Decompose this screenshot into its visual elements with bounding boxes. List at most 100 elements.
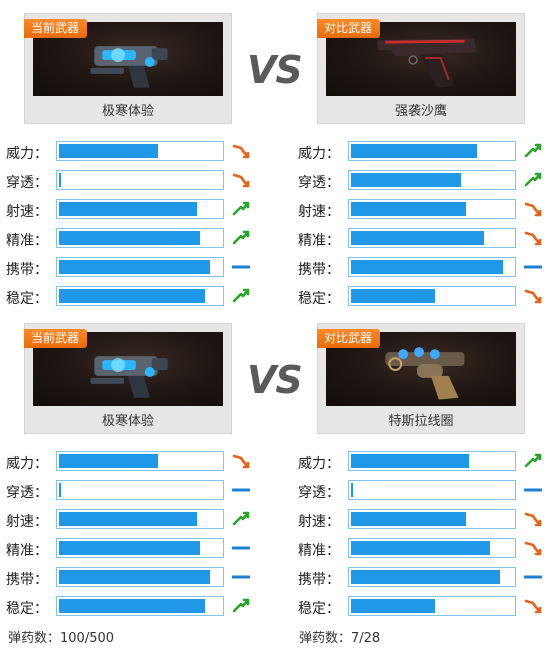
stat-bar-fill <box>351 231 484 245</box>
stat-row: 威力： <box>6 141 256 163</box>
stat-label: 威力： <box>298 456 340 472</box>
compare-weapon-badge: 对比武器 <box>317 19 381 38</box>
stat-bar-fill <box>351 202 466 216</box>
stat-bar-track <box>56 596 224 616</box>
compare-weapon-name: 特斯拉线圈 <box>388 414 454 429</box>
stat-label: 携带： <box>298 262 340 278</box>
stat-label: 携带： <box>6 572 48 588</box>
stat-bar-fill <box>59 289 205 303</box>
trend-up-icon <box>232 230 250 245</box>
trend-down-icon <box>524 599 542 614</box>
stat-row: 携带： <box>6 257 256 279</box>
current-weapon-ammo: 弹药数：100/500 <box>8 631 115 646</box>
stat-row: 射速： <box>298 199 548 221</box>
trend-down-icon <box>524 202 542 217</box>
vs-label: VS <box>247 48 303 92</box>
stat-bar-fill <box>59 202 197 216</box>
stat-bar-fill <box>59 260 210 274</box>
compare-weapon-card-2[interactable]: 对比武器 特斯拉线圈 <box>317 323 525 434</box>
tesla-coil-revolver-icon <box>385 347 465 400</box>
compare-weapon-badge: 对比武器 <box>317 329 381 348</box>
stat-bar-fill <box>59 599 205 613</box>
trend-equal-icon <box>232 265 250 269</box>
stat-row: 稳定： <box>6 596 256 618</box>
stat-row: 射速： <box>6 199 256 221</box>
stat-label: 穿透： <box>6 175 48 191</box>
trend-up-icon <box>232 598 250 613</box>
stat-label: 稳定： <box>6 291 48 307</box>
stat-bar-fill <box>59 512 197 526</box>
stat-row: 精准： <box>6 538 256 560</box>
trend-down-icon <box>232 454 250 469</box>
stat-bar-fill <box>351 289 435 303</box>
stat-bar-fill <box>351 144 477 158</box>
stat-bar-track <box>56 170 224 190</box>
trend-equal-icon <box>524 488 542 492</box>
stat-bar-track <box>348 170 516 190</box>
stat-row: 穿透： <box>6 170 256 192</box>
stat-row: 射速： <box>6 509 256 531</box>
stat-bar-fill <box>59 173 61 187</box>
current-weapon-badge: 当前武器 <box>24 19 88 38</box>
stat-label: 携带： <box>6 262 48 278</box>
trend-down-icon <box>524 541 542 556</box>
stat-bar-track <box>56 228 224 248</box>
stat-bar-track <box>348 257 516 277</box>
stat-bar-track <box>56 567 224 587</box>
stat-label: 威力： <box>6 456 48 472</box>
compare-weapon-card-1[interactable]: 对比武器 强袭沙鹰 <box>317 13 525 124</box>
trend-down-icon <box>524 512 542 527</box>
stat-bar-fill <box>351 173 461 187</box>
stat-row: 威力： <box>298 451 548 473</box>
stat-label: 精准： <box>6 233 48 249</box>
stat-bar-track <box>348 451 516 471</box>
trend-up-icon <box>232 288 250 303</box>
stat-bar-fill <box>351 570 500 584</box>
stat-bar-track <box>348 286 516 306</box>
trend-equal-icon <box>524 265 542 269</box>
trend-up-icon <box>232 511 250 526</box>
stat-bar-fill <box>59 144 158 158</box>
current-weapon-card-1[interactable]: 当前武器 极寒体验 <box>24 13 232 124</box>
stat-bar-track <box>348 538 516 558</box>
stat-label: 稳定： <box>298 601 340 617</box>
stat-row: 精准： <box>6 228 256 250</box>
stat-bar-track <box>348 509 516 529</box>
stat-bar-track <box>348 141 516 161</box>
stat-bar-fill <box>351 541 490 555</box>
stat-row: 携带： <box>6 567 256 589</box>
stat-bar-fill <box>59 231 200 245</box>
stat-label: 射速： <box>6 204 48 220</box>
stat-bar-track <box>348 480 516 500</box>
stat-bar-track <box>348 567 516 587</box>
stat-bar-track <box>56 480 224 500</box>
freeze-pistol-icon <box>90 46 168 88</box>
stat-row: 精准： <box>298 538 548 560</box>
trend-up-icon <box>524 453 542 468</box>
stat-label: 穿透： <box>298 175 340 191</box>
stat-bar-track <box>56 199 224 219</box>
stat-label: 威力： <box>6 146 48 162</box>
stat-row: 携带： <box>298 567 548 589</box>
trend-down-icon <box>524 289 542 304</box>
stat-label: 携带： <box>298 572 340 588</box>
stat-label: 射速： <box>6 514 48 530</box>
weapon-art <box>326 332 516 406</box>
current-weapon-card-2[interactable]: 当前武器 极寒体验 <box>24 323 232 434</box>
stat-label: 射速： <box>298 514 340 530</box>
trend-equal-icon <box>232 488 250 492</box>
current-weapon-name: 极寒体验 <box>101 414 154 429</box>
stat-bar-track <box>56 141 224 161</box>
stat-row: 精准： <box>298 228 548 250</box>
compare-weapon-name: 强袭沙鹰 <box>394 104 447 119</box>
stat-label: 威力： <box>298 146 340 162</box>
stat-bar-track <box>56 538 224 558</box>
stat-bar-fill <box>351 260 503 274</box>
trend-down-icon <box>232 144 250 159</box>
stat-row: 稳定： <box>6 286 256 308</box>
stat-row: 穿透： <box>6 480 256 502</box>
compare-weapon-ammo: 弹药数：7/28 <box>299 631 381 646</box>
stat-bar-track <box>348 596 516 616</box>
stat-bar-fill <box>59 541 200 555</box>
weapon-art <box>33 22 223 96</box>
